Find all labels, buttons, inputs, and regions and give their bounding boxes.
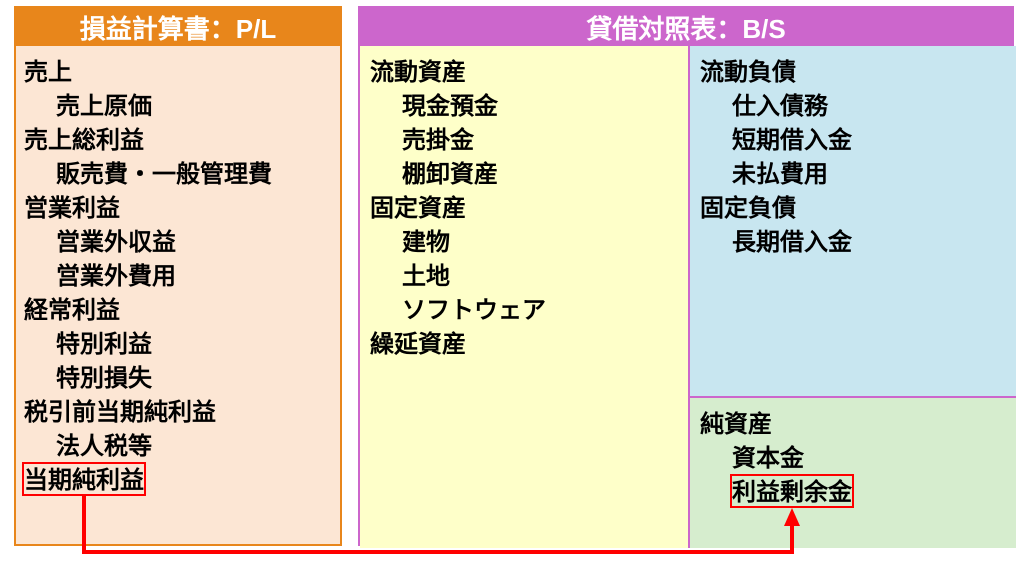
pl-header-text: 損益計算書：P/L [80,9,276,46]
bs-assets-item: 現金預金 [402,90,498,124]
bs-assets-item: 棚卸資産 [402,158,498,192]
bs-assets-item: 繰延資産 [370,328,466,362]
pl-item: 売上 [24,56,72,90]
bs-header-text: 貸借対照表：B/S [586,9,785,46]
pl-item: 税引前当期純利益 [24,396,216,430]
bs-assets-item: 売掛金 [402,124,474,158]
bs-equity-item: 利益剰余金 [732,476,852,510]
bs-header: 貸借対照表：B/S [360,8,1012,46]
bs-assets-item: ソフトウェア [402,294,546,328]
bs-liabilities-region: 流動負債仕入債務短期借入金未払費用固定負債長期借入金 [690,46,1016,396]
bs-liab-item: 未払費用 [732,158,828,192]
pl-body: 売上売上原価売上総利益販売費・一般管理費営業利益営業外収益営業外費用経常利益特別… [16,46,340,544]
bs-equity-region: 純資産資本金利益剰余金 [690,396,1016,548]
pl-panel: 損益計算書：P/L 売上売上原価売上総利益販売費・一般管理費営業利益営業外収益営… [14,6,342,546]
bs-body: 流動資産現金預金売掛金棚卸資産固定資産建物土地ソフトウェア繰延資産 流動負債仕入… [360,46,1012,544]
pl-item: 特別利益 [56,328,152,362]
bs-liab-item: 固定負債 [700,192,796,226]
pl-item: 営業外費用 [56,260,176,294]
pl-item: 販売費・一般管理費 [56,158,272,192]
bs-equity-item: 純資産 [700,408,772,442]
pl-item: 経常利益 [24,294,120,328]
bs-assets-item: 固定資産 [370,192,466,226]
bs-liab-item: 短期借入金 [732,124,852,158]
bs-liab-item: 仕入債務 [732,90,828,124]
bs-assets-item: 流動資産 [370,56,466,90]
bs-equity-item: 資本金 [732,442,804,476]
pl-item: 営業利益 [24,192,120,226]
pl-item: 売上総利益 [24,124,144,158]
bs-panel: 貸借対照表：B/S 流動資産現金預金売掛金棚卸資産固定資産建物土地ソフトウェア繰… [358,6,1014,546]
bs-assets-item: 土地 [402,260,450,294]
pl-item: 特別損失 [56,362,152,396]
bs-liab-item: 流動負債 [700,56,796,90]
pl-item: 当期純利益 [24,464,144,498]
pl-header: 損益計算書：P/L [16,8,340,46]
pl-item: 法人税等 [56,430,152,464]
bs-assets-region: 流動資産現金預金売掛金棚卸資産固定資産建物土地ソフトウェア繰延資産 [360,46,690,548]
bs-liab-item: 長期借入金 [732,226,852,260]
pl-item: 売上原価 [56,90,152,124]
bs-assets-item: 建物 [402,226,450,260]
pl-item: 営業外収益 [56,226,176,260]
